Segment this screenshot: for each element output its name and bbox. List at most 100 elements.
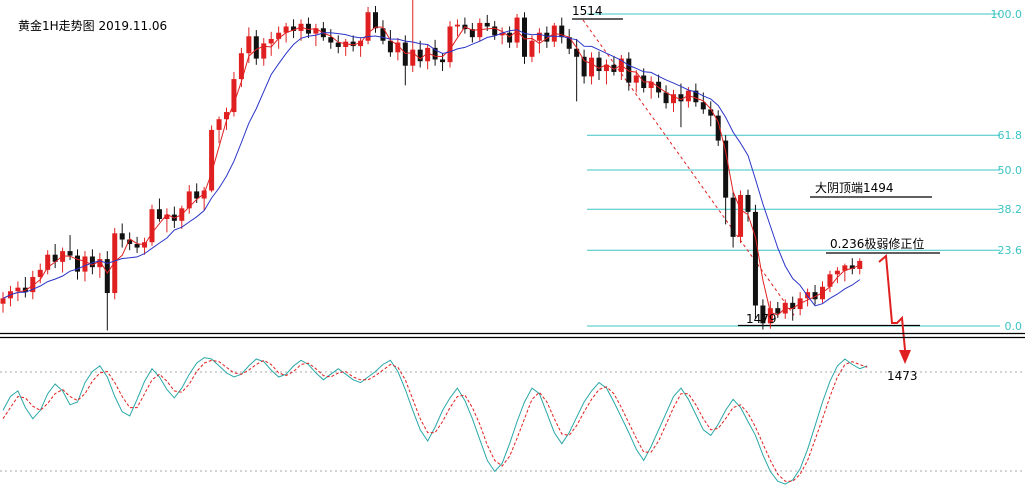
candle-body-47 bbox=[350, 41, 356, 47]
candle-body-68 bbox=[507, 32, 513, 43]
candle-body-52 bbox=[387, 40, 393, 53]
candle-body-95 bbox=[708, 109, 714, 116]
candle-body-100 bbox=[745, 194, 751, 212]
high-label: 1514 bbox=[572, 4, 603, 18]
candle-body-0 bbox=[0, 298, 6, 304]
candle-body-14 bbox=[104, 259, 110, 294]
candle-body-73 bbox=[544, 32, 550, 42]
projection-path bbox=[878, 253, 906, 351]
candle-body-6 bbox=[45, 254, 51, 270]
fib-label-4: 23.6 bbox=[998, 244, 1023, 257]
candle-body-28 bbox=[209, 129, 215, 191]
candle-body-55 bbox=[410, 49, 416, 66]
low-label: 1479 bbox=[746, 312, 777, 326]
candle-body-5 bbox=[37, 269, 43, 277]
fib-label-5: 0.0 bbox=[1005, 320, 1023, 333]
candle-body-31 bbox=[231, 79, 237, 113]
fib-label-0: 100.0 bbox=[991, 8, 1023, 21]
candle-body-15 bbox=[112, 233, 118, 294]
candle-body-93 bbox=[693, 90, 699, 103]
candle-body-7 bbox=[52, 254, 58, 262]
candle-body-10 bbox=[75, 255, 80, 272]
trend-dashed-line bbox=[582, 19, 797, 319]
candle-body-46 bbox=[343, 41, 349, 47]
candle-body-67 bbox=[499, 32, 505, 36]
candle-body-51 bbox=[380, 28, 386, 41]
candle-body-80 bbox=[596, 57, 602, 72]
candle-body-99 bbox=[738, 194, 744, 237]
candle-body-22 bbox=[164, 214, 170, 220]
candle-body-85 bbox=[633, 75, 639, 83]
candle-body-61 bbox=[454, 24, 460, 27]
candle-body-72 bbox=[536, 32, 542, 41]
candle-body-111 bbox=[827, 274, 833, 287]
candle-body-36 bbox=[268, 38, 274, 44]
projection-arrow bbox=[878, 253, 911, 364]
retrace-label: 0.236极弱修正位 bbox=[830, 236, 924, 251]
candle-body-114 bbox=[849, 265, 855, 269]
oscillator-d-line bbox=[2, 359, 868, 482]
candle-body-87 bbox=[648, 81, 654, 88]
candle-body-44 bbox=[328, 37, 334, 43]
candle-body-54 bbox=[402, 42, 408, 66]
candle-body-91 bbox=[678, 94, 684, 102]
candle-body-4 bbox=[30, 276, 36, 293]
candle-body-41 bbox=[305, 23, 311, 34]
candle-body-92 bbox=[685, 90, 691, 102]
fibonacci-levels: 100.0 61.8 50.0 38.2 23.6 0.0 bbox=[587, 8, 1022, 333]
candle-body-12 bbox=[89, 256, 95, 268]
candles bbox=[0, 0, 863, 331]
candle-body-2 bbox=[15, 287, 21, 292]
candle-body-65 bbox=[484, 22, 490, 27]
candle-body-48 bbox=[358, 40, 364, 47]
candle-body-81 bbox=[603, 64, 609, 72]
candle-body-104 bbox=[775, 308, 781, 314]
annotation-lines bbox=[572, 18, 940, 327]
candle-body-26 bbox=[194, 191, 200, 199]
candle-body-20 bbox=[149, 209, 155, 243]
candle-body-17 bbox=[127, 239, 133, 244]
target-label: 1473 bbox=[887, 369, 918, 383]
candle-body-35 bbox=[261, 43, 267, 59]
candle-body-102 bbox=[760, 305, 766, 324]
candle-body-109 bbox=[812, 292, 818, 300]
candle-body-77 bbox=[574, 48, 580, 57]
candle-body-29 bbox=[216, 119, 222, 130]
candle-body-16 bbox=[119, 233, 125, 240]
candle-body-101 bbox=[752, 211, 758, 306]
candle-body-113 bbox=[842, 265, 848, 271]
candle-body-27 bbox=[201, 190, 207, 199]
candle-body-59 bbox=[440, 59, 446, 63]
candle-body-79 bbox=[589, 57, 595, 77]
projection-arrowhead bbox=[899, 350, 911, 364]
oscillator-k-line bbox=[2, 357, 868, 485]
candle-body-57 bbox=[425, 47, 431, 62]
fib-label-3: 38.2 bbox=[998, 203, 1023, 216]
candle-body-89 bbox=[663, 92, 669, 104]
candle-body-94 bbox=[700, 102, 706, 110]
candle-body-56 bbox=[417, 49, 423, 62]
candle-body-71 bbox=[529, 40, 535, 57]
candle-body-63 bbox=[469, 29, 475, 38]
candle-body-103 bbox=[767, 308, 773, 324]
candle-body-50 bbox=[373, 12, 378, 29]
candle-body-112 bbox=[834, 270, 840, 275]
fib-label-2: 50.0 bbox=[998, 164, 1023, 177]
candle-body-9 bbox=[67, 251, 73, 256]
candle-body-60 bbox=[447, 26, 453, 63]
candle-body-18 bbox=[134, 243, 140, 248]
fib-label-1: 61.8 bbox=[998, 129, 1023, 142]
candle-body-82 bbox=[611, 64, 617, 72]
candle-body-42 bbox=[313, 28, 319, 34]
candle-body-78 bbox=[581, 56, 587, 77]
candle-body-97 bbox=[723, 140, 729, 198]
candle-body-106 bbox=[790, 302, 796, 310]
candle-body-11 bbox=[82, 256, 88, 272]
top-label: 大阴顶端1494 bbox=[815, 181, 894, 195]
candle-body-96 bbox=[715, 115, 721, 141]
candle-body-33 bbox=[246, 36, 252, 54]
candle-body-34 bbox=[253, 36, 259, 59]
candle-body-76 bbox=[566, 37, 572, 49]
candle-body-70 bbox=[522, 17, 527, 57]
